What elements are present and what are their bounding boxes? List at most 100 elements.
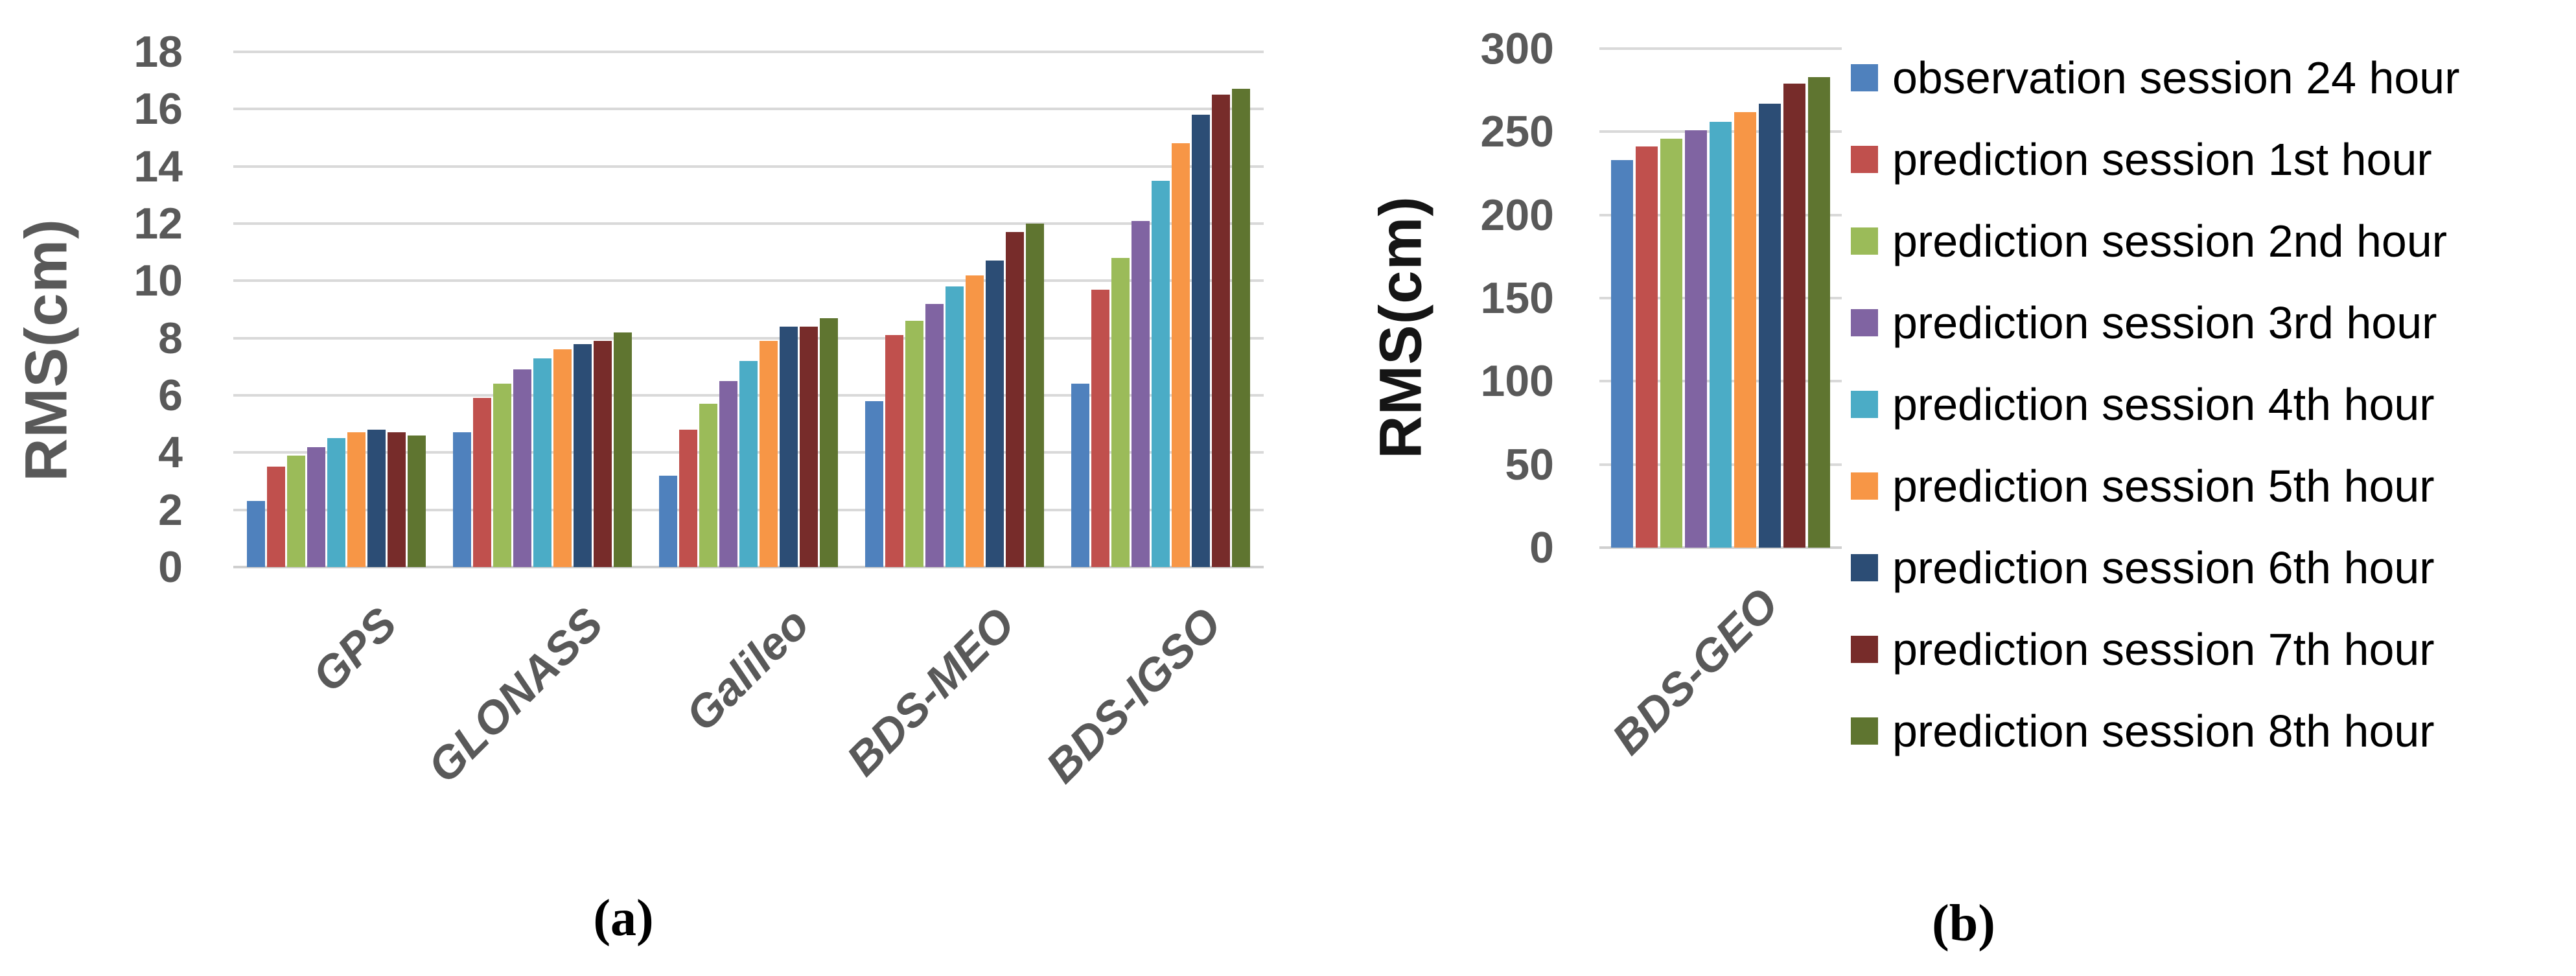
bar-Galileo-series-5 [739,361,758,567]
x-category-label-BDS-GEO: BDS-GEO [1602,578,1788,764]
x-category-label-BDS-MEO: BDS-MEO [837,598,1025,785]
y-tick-label: 10 [133,256,183,306]
legend-swatch [1851,309,1878,336]
bar-GLONASS-series-4 [513,369,531,567]
legend-item: prediction session 4th hour [1851,375,2435,434]
bar-BDS-GEO-series-4 [1685,130,1707,548]
bar-Galileo-series-3 [699,404,717,567]
bar-GPS-series-7 [367,430,386,567]
bar-BDS-MEO-series-1 [865,401,883,567]
bar-BDS-IGSO-series-3 [1111,258,1130,567]
bar-BDS-MEO-series-4 [925,303,944,567]
y-tick-label: 250 [1480,107,1554,157]
gridline [233,108,1264,111]
y-tick-label: 12 [133,199,183,248]
bar-BDS-IGSO-series-4 [1131,220,1150,567]
bar-GLONASS-series-3 [493,384,511,567]
bar-Galileo-series-1 [659,475,677,567]
bar-GPS-series-4 [307,447,325,567]
y-tick-label: 14 [133,141,183,191]
legend-item: prediction session 1st hour [1851,130,2432,189]
bar-Galileo-series-9 [820,318,838,567]
gridline [233,165,1264,168]
y-tick-label: 6 [158,371,183,420]
bar-Galileo-series-6 [760,341,778,567]
y-tick-label: 100 [1480,356,1554,406]
y-tick-label: 150 [1480,273,1554,323]
y-tick-label: 8 [158,313,183,363]
bar-GLONASS-series-8 [594,341,612,567]
bar-BDS-MEO-series-2 [885,335,903,567]
bar-Galileo-series-4 [719,380,737,567]
legend-swatch [1851,554,1878,581]
legend-item: prediction session 5th hour [1851,456,2435,516]
legend-swatch [1851,717,1878,745]
y-tick-label: 300 [1480,24,1554,73]
bar-BDS-GEO-series-7 [1759,103,1781,548]
bar-GPS-series-3 [287,455,305,567]
bar-BDS-IGSO-series-9 [1232,89,1250,567]
legend-label: prediction session 1st hour [1892,134,2432,185]
bar-BDS-GEO-series-6 [1734,111,1756,548]
gridline [233,336,1264,340]
bar-BDS-IGSO-series-2 [1091,289,1109,567]
y-tick-label: 50 [1505,439,1554,489]
y-tick-label: 18 [133,27,183,76]
bar-GLONASS-series-2 [473,398,491,567]
legend-label: prediction session 4th hour [1892,379,2435,430]
bar-BDS-IGSO-series-5 [1152,180,1170,567]
caption-a: (a) [593,890,654,947]
bar-BDS-GEO-series-2 [1636,146,1658,548]
legend-swatch [1851,146,1878,173]
bar-BDS-GEO-series-3 [1660,138,1682,548]
bar-GPS-series-2 [267,467,285,567]
legend-item: prediction session 6th hour [1851,538,2435,598]
x-category-label-Galileo: Galileo [675,598,818,741]
bar-GPS-series-6 [347,432,366,567]
bar-BDS-GEO-series-9 [1808,76,1830,548]
y-tick-label: 0 [1529,523,1554,572]
legend-label: observation session 24 hour [1892,52,2460,103]
bar-BDS-IGSO-series-6 [1172,143,1190,567]
legend-label: prediction session 3rd hour [1892,297,2437,348]
bar-BDS-MEO-series-9 [1026,224,1044,567]
bar-GPS-series-1 [247,501,265,567]
bar-GLONASS-series-6 [553,349,572,567]
gridline [233,279,1264,283]
y-tick-label: 16 [133,84,183,134]
legend-item: observation session 24 hour [1851,48,2460,108]
legend-label: prediction session 8th hour [1892,706,2435,756]
bar-BDS-GEO-series-5 [1710,121,1732,548]
x-category-label-BDS-IGSO: BDS-IGSO [1036,598,1231,793]
y-tick-label: 200 [1480,190,1554,240]
legend-label: prediction session 5th hour [1892,461,2435,511]
legend-label: prediction session 7th hour [1892,624,2435,675]
gridline [233,51,1264,53]
bar-GPS-series-8 [388,432,406,567]
bar-GPS-series-5 [327,438,345,567]
x-axis-line [1599,546,1842,549]
bar-BDS-GEO-series-1 [1611,159,1633,548]
gridline [233,222,1264,225]
bar-BDS-MEO-series-8 [1006,232,1024,567]
bar-BDS-IGSO-series-7 [1192,115,1210,567]
bar-GLONASS-series-1 [453,432,471,567]
x-category-label-GPS: GPS [303,598,406,702]
bar-Galileo-series-2 [679,430,697,567]
x-category-label-GLONASS: GLONASS [417,598,612,793]
legend-swatch [1851,64,1878,91]
bar-GPS-series-9 [408,435,426,567]
bar-BDS-GEO-series-8 [1783,83,1805,548]
legend-item: prediction session 2nd hour [1851,211,2447,271]
bar-BDS-MEO-series-3 [905,321,923,567]
y-tick-label: 0 [158,542,183,592]
legend-label: prediction session 6th hour [1892,542,2435,593]
legend-label: prediction session 2nd hour [1892,216,2448,266]
y-tick-label: 4 [158,428,183,478]
caption-b: (b) [1932,895,1995,952]
legend-item: prediction session 3rd hour [1851,293,2437,353]
legend-swatch [1851,472,1878,500]
bar-Galileo-series-8 [800,327,818,567]
gridline [1599,47,1842,50]
